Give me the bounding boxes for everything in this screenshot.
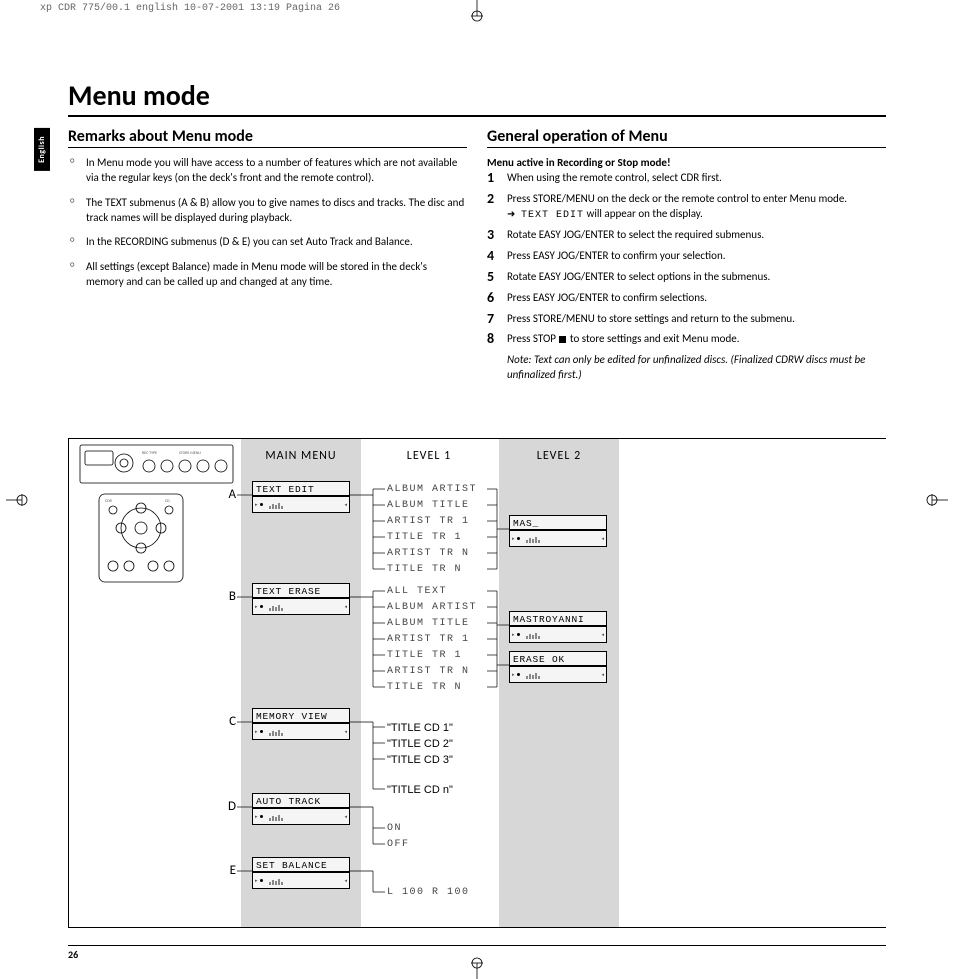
l1-item: ARTIST TR 1	[387, 516, 470, 527]
step-item: Press STOP to store settings and exit Me…	[487, 332, 886, 347]
remark-item: In Menu mode you will have access to a n…	[68, 156, 467, 186]
col-head-l1: LEVEL 1	[369, 449, 489, 463]
row-label: A	[222, 487, 236, 502]
l1-item: "TITLE CD 3"	[387, 754, 453, 766]
l1-item: ALBUM ARTIST	[387, 484, 477, 495]
display-text: TEXT EDIT	[521, 210, 584, 221]
row-label: B	[222, 589, 236, 604]
remark-item: In the RECORDING submenus (D & E) you ca…	[68, 235, 467, 250]
lcd-text: AUTO TRACK	[253, 796, 349, 809]
col-band-l2	[499, 439, 619, 927]
lcd-text: ERASE OK	[510, 654, 606, 667]
l1-item: ALBUM ARTIST	[387, 602, 477, 613]
lcd-main: SET BALANCE ▸◂	[252, 857, 350, 889]
row-label: E	[222, 863, 236, 878]
l1-item: ALBUM TITLE	[387, 500, 470, 511]
lcd-text: TEXT EDIT	[253, 484, 349, 497]
lcd-text: TEXT ERASE	[253, 586, 349, 599]
crop-mark-left	[6, 485, 28, 515]
remark-item: The TEXT submenus (A & B) allow you to g…	[68, 196, 467, 226]
step-item: Rotate EASY JOG/ENTER to select options …	[487, 270, 886, 285]
step-item: Rotate EASY JOG/ENTER to select the requ…	[487, 228, 886, 243]
l1-item: "TITLE CD n"	[387, 784, 453, 796]
col-head-main: MAIN MENU	[241, 449, 361, 463]
svg-text:REC TYPE: REC TYPE	[142, 451, 157, 456]
lcd-main: AUTO TRACK ▸◂	[252, 793, 350, 825]
remark-item: All settings (except Balance) made in Me…	[68, 260, 467, 290]
step-item: Press STORE/MENU on the deck or the remo…	[487, 192, 886, 222]
svg-text:CD: CD	[165, 499, 170, 504]
two-column-body: Remarks about Menu mode In Menu mode you…	[68, 127, 886, 383]
footnote: Note: Text can only be edited for unfina…	[487, 353, 886, 383]
step-text: Press STORE/MENU on the deck or the remo…	[507, 192, 847, 205]
l1-item: "TITLE CD 1"	[387, 722, 453, 734]
page-title: Menu mode	[68, 78, 886, 117]
crop-mark-top	[462, 0, 492, 22]
lcd-text: MAS_	[510, 518, 606, 531]
l1-item: TITLE TR N	[387, 682, 462, 693]
right-column: General operation of Menu Menu active in…	[487, 127, 886, 383]
general-heading: General operation of Menu	[487, 127, 886, 148]
steps-list: When using the remote control, select CD…	[487, 171, 886, 347]
l1-item: TITLE TR 1	[387, 650, 462, 661]
step-item: Press STORE/MENU to store settings and r…	[487, 312, 886, 327]
svg-text:CDR: CDR	[105, 499, 113, 504]
l1-item: ARTIST TR N	[387, 548, 470, 559]
col-head-l2: LEVEL 2	[499, 449, 619, 463]
lcd-level2: ERASE OK ▸◂	[509, 651, 607, 683]
lcd-main: TEXT EDIT ▸◂	[252, 481, 350, 513]
language-tab: English	[34, 128, 50, 171]
row-label: C	[222, 714, 236, 729]
subline-tail: will appear on the display.	[584, 207, 703, 220]
crop-mark-right	[926, 485, 948, 515]
l1-item: "TITLE CD 2"	[387, 738, 453, 750]
left-column: Remarks about Menu mode In Menu mode you…	[68, 127, 467, 383]
row-label: D	[222, 799, 236, 814]
lcd-level2: MASTROYANNI ▸◂	[509, 611, 607, 643]
menu-diagram: MAIN MENU LEVEL 1 LEVEL 2 REC TYPE STORE…	[68, 438, 886, 928]
l1-item: L 100 R 100	[387, 887, 470, 898]
general-lead: Menu active in Recording or Stop mode!	[487, 156, 886, 169]
lcd-main: MEMORY VIEW ▸◂	[252, 708, 350, 740]
page-content: English Menu mode Remarks about Menu mod…	[68, 78, 886, 939]
step-item: When using the remote control, select CD…	[487, 171, 886, 186]
l1-item: ON	[387, 823, 402, 834]
remarks-heading: Remarks about Menu mode	[68, 127, 467, 148]
print-meta-header: xp CDR 775/00.1 english 10-07-2001 13:19…	[40, 3, 340, 14]
remarks-list: In Menu mode you will have access to a n…	[68, 156, 467, 290]
stop-icon	[559, 336, 566, 343]
step-item: Press EASY JOG/ENTER to confirm your sel…	[487, 249, 886, 264]
l1-item: OFF	[387, 839, 410, 850]
l1-item: ARTIST TR N	[387, 666, 470, 677]
l1-item: TITLE TR N	[387, 564, 462, 575]
l1-item: ALL TEXT	[387, 586, 447, 597]
device-illustration: REC TYPE STORE MENU CDR CD	[79, 444, 234, 597]
step-item: Press EASY JOG/ENTER to confirm selectio…	[487, 291, 886, 306]
step-subline: TEXT EDIT will appear on the display.	[507, 207, 886, 223]
lcd-level2: MAS_ ▸◂	[509, 515, 607, 547]
page-number: 26	[68, 945, 886, 961]
lcd-text: MASTROYANNI	[510, 614, 606, 627]
l1-item: ARTIST TR 1	[387, 634, 470, 645]
l1-item: TITLE TR 1	[387, 532, 462, 543]
l1-item: ALBUM TITLE	[387, 618, 470, 629]
lcd-main: TEXT ERASE ▸◂	[252, 583, 350, 615]
lcd-text: MEMORY VIEW	[253, 711, 349, 724]
lcd-text: SET BALANCE	[253, 860, 349, 873]
svg-text:STORE MENU: STORE MENU	[179, 451, 201, 456]
